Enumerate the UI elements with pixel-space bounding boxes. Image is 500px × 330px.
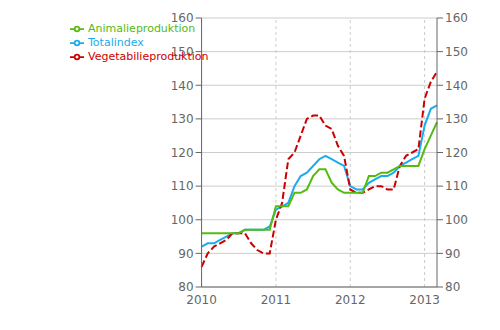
svg-text:90: 90 — [445, 247, 460, 261]
svg-text:90: 90 — [178, 247, 193, 261]
svg-text:150: 150 — [171, 45, 194, 59]
svg-text:80: 80 — [178, 280, 193, 294]
svg-text:2011: 2011 — [261, 293, 292, 307]
svg-text:80: 80 — [445, 280, 460, 294]
svg-text:120: 120 — [445, 146, 468, 160]
svg-text:160: 160 — [171, 11, 194, 25]
svg-text:100: 100 — [171, 213, 194, 227]
svg-text:120: 120 — [171, 146, 194, 160]
svg-text:140: 140 — [445, 79, 468, 93]
svg-text:140: 140 — [171, 79, 194, 93]
svg-text:110: 110 — [171, 179, 194, 193]
svg-text:110: 110 — [445, 179, 468, 193]
svg-text:2010: 2010 — [186, 293, 217, 307]
svg-text:150: 150 — [445, 45, 468, 59]
svg-text:2013: 2013 — [409, 293, 440, 307]
svg-text:100: 100 — [445, 213, 468, 227]
svg-text:160: 160 — [445, 11, 468, 25]
svg-text:2012: 2012 — [335, 293, 366, 307]
svg-text:130: 130 — [445, 112, 468, 126]
svg-text:130: 130 — [171, 112, 194, 126]
